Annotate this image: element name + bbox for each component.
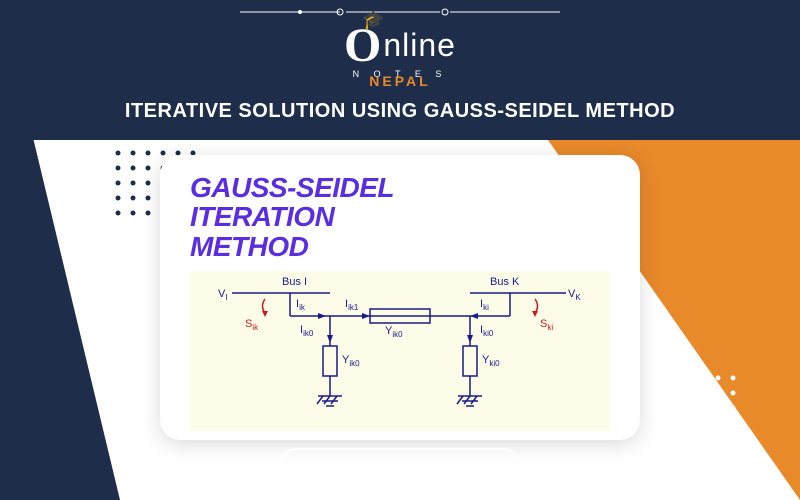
page: O🎓 nline N O T E S NEPAL ITERATIVE SOLUT…: [0, 0, 800, 500]
visit-url: onlinenotesnepal.com: [361, 455, 497, 471]
label-vi: VI: [218, 288, 228, 302]
label-yik0-l: Yik0: [342, 354, 360, 368]
label-iik1: Iik1: [345, 298, 359, 312]
circuit-diagram: Bus I VI Bus K VK: [190, 271, 610, 431]
visit-pill[interactable]: Visit us: onlinenotesnepal.com: [281, 448, 519, 478]
label-ski: Ski: [540, 318, 553, 332]
card-title: GAUSS-SEIDEL ITERATION METHOD: [190, 173, 610, 261]
label-sik: Sik: [245, 318, 259, 332]
brand-sub: NEPAL: [0, 73, 800, 89]
brand-main: nline: [383, 27, 456, 64]
label-iik: Iik: [296, 298, 306, 312]
dots-decoration-bottom-right: [650, 370, 740, 445]
label-yki0: Yki0: [482, 354, 500, 368]
brand-logo: O🎓 nline N O T E S NEPAL: [0, 18, 800, 89]
label-vk: VK: [568, 288, 581, 302]
content-card: GAUSS-SEIDEL ITERATION METHOD Bus I VI B…: [160, 155, 640, 440]
card-title-line2: ITERATION: [190, 201, 334, 232]
label-bus-k: Bus K: [490, 276, 520, 288]
card-title-line1: GAUSS-SEIDEL: [190, 172, 394, 203]
label-iki0: Iki0: [480, 324, 494, 338]
logo-o-icon: O🎓: [344, 18, 381, 73]
page-title: ITERATIVE SOLUTION USING GAUSS-SEIDEL ME…: [0, 100, 800, 123]
visit-label: Visit us:: [303, 455, 357, 471]
graduation-cap-icon: 🎓: [362, 10, 384, 31]
label-iik0: Iik0: [300, 324, 314, 338]
label-bus-i: Bus I: [282, 276, 307, 288]
card-title-line3: METHOD: [190, 231, 308, 262]
label-iki: Iki: [480, 298, 489, 312]
label-yik0-h: Yik0: [385, 325, 403, 339]
